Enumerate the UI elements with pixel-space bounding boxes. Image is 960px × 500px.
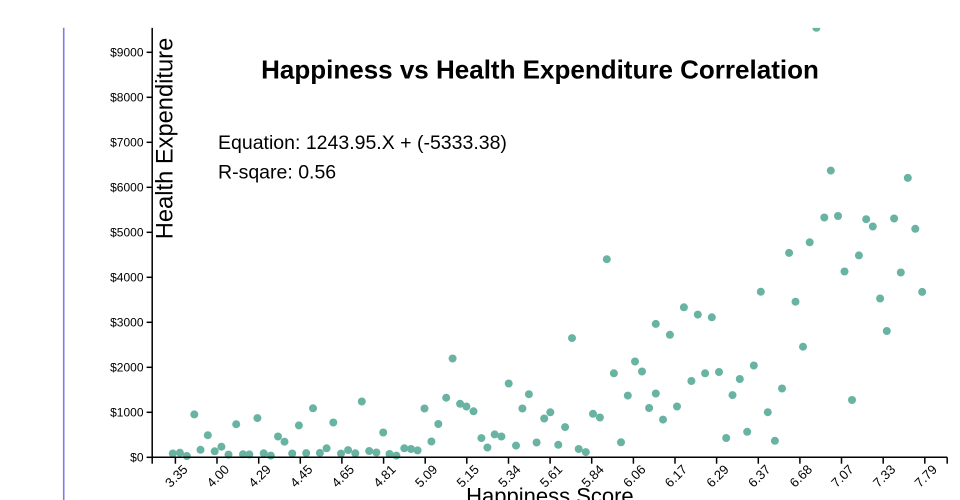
svg-text:Happiness vs Health Expenditur: Happiness vs Health Expenditure Correlat… xyxy=(261,55,819,85)
svg-text:$2000: $2000 xyxy=(110,361,144,375)
svg-text:$8000: $8000 xyxy=(110,91,144,105)
svg-text:$6000: $6000 xyxy=(110,181,144,195)
svg-text:$1000: $1000 xyxy=(110,406,144,420)
svg-text:$0: $0 xyxy=(130,451,144,465)
svg-text:R-sqare: 0.56: R-sqare: 0.56 xyxy=(218,162,336,184)
svg-text:Happiness Score: Happiness Score xyxy=(466,484,634,500)
svg-text:$5000: $5000 xyxy=(110,226,144,240)
svg-text:$9000: $9000 xyxy=(110,46,144,60)
svg-text:$3000: $3000 xyxy=(110,316,144,330)
svg-text:$7000: $7000 xyxy=(110,136,144,150)
svg-text:Health Expenditure: Health Expenditure xyxy=(153,38,179,239)
svg-text:$4000: $4000 xyxy=(110,271,144,285)
svg-text:Equation: 1243.95.X + (-5333.3: Equation: 1243.95.X + (-5333.38) xyxy=(218,132,507,154)
